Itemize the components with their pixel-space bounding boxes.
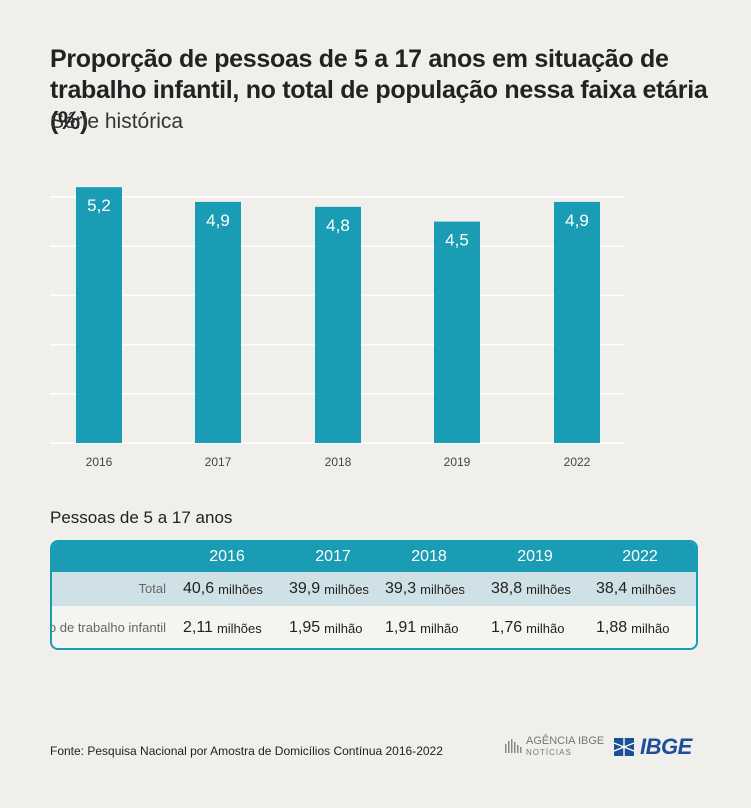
table-header-year: 2019 [517, 548, 553, 565]
bar-2022 [554, 201, 600, 443]
bar-2017 [195, 201, 241, 443]
table-cell: 38,4 milhões [596, 572, 676, 606]
data-label: 5,2 [87, 196, 111, 215]
table-header-year: 2022 [622, 548, 658, 565]
table-header-year: 2018 [411, 548, 447, 565]
bar-2016 [76, 187, 122, 443]
table-row-child-labour: Em situação de trabalho infantil 2,11mil… [52, 606, 696, 648]
table-cell: 1,76 milhão [491, 606, 565, 648]
cell-value: 39,9 [289, 580, 321, 597]
agencia-logo-sub: NOTÍCIAS [526, 748, 572, 757]
agencia-logo-main: AGÊNCIA IBGE [526, 735, 605, 747]
bar-chart: 5,2 2016 4,9 2017 4,8 2018 4,5 2019 4,9 2022 [50, 187, 624, 469]
data-label: 4,8 [326, 216, 350, 235]
source-note: Fonte: Pesquisa Nacional por Amostra de … [50, 744, 443, 758]
x-tick-label: 2016 [86, 455, 113, 469]
bar-2018 [315, 206, 361, 443]
cell-unit: milhão [526, 620, 565, 636]
table-caption: Pessoas de 5 a 17 anos [50, 508, 233, 527]
table-cell: 39,3 milhões [385, 572, 465, 606]
table-cell: 2,11 milhões [183, 606, 262, 648]
x-tick-label: 2018 [325, 455, 352, 469]
cell-unit: milhão [420, 620, 459, 636]
table-cell: 38,8 milhões [491, 572, 571, 606]
table-cell: 1,88 milhão [596, 606, 670, 648]
cell-value: 2,11 [183, 619, 213, 636]
data-label: 4,9 [565, 211, 589, 230]
chart-title: Proporção de pessoas de 5 a 17 anos em s… [50, 45, 708, 135]
data-label: 4,5 [445, 231, 469, 250]
cell-value: 39,3 [385, 580, 417, 597]
agencia-barcode-icon [505, 739, 522, 753]
table-cell: 39,9 milhões [289, 572, 369, 606]
cell-unit: milhões [216, 620, 262, 636]
cell-value: 38,8 [491, 580, 523, 597]
ibge-emblem-icon [613, 738, 635, 756]
cell-unit: milhão [324, 620, 363, 636]
x-tick-label: 2017 [205, 455, 232, 469]
agencia-ibge-logo: AGÊNCIA IBGE NOTÍCIAS [504, 736, 604, 758]
data-table: 2016 2017 2018 2019 2022 Total 40,6 milhõ… [50, 540, 698, 650]
cell-value: 1,91 [385, 619, 417, 636]
ibge-logo-text: IBGE [640, 734, 692, 759]
row-label-child-labour: Em situação de trabalho infantil [52, 620, 166, 635]
table-header-row: 2016 2017 2018 2019 2022 [52, 542, 696, 572]
cell-unit: milhões [324, 581, 369, 597]
chart-subtitle: Série histórica [50, 110, 184, 133]
data-label: 4,9 [206, 211, 230, 230]
cell-value: 1,88 [596, 619, 628, 636]
table-cell: 1,95 milhão [289, 606, 363, 648]
cell-value: 1,76 [491, 619, 523, 636]
cell-unit: milhões [218, 581, 263, 597]
cell-value: 1,95 [289, 619, 321, 636]
cell-unit: milhões [526, 581, 571, 597]
cell-unit: milhões [420, 581, 465, 597]
cell-unit: milhão [631, 620, 670, 636]
cell-value: 40,6 [183, 580, 215, 597]
row-label-total: Total [138, 581, 166, 596]
table-header-year: 2017 [315, 548, 351, 565]
x-tick-label: 2022 [564, 455, 591, 469]
ibge-logo: IBGE [612, 734, 692, 760]
table-header-year: 2016 [209, 548, 245, 565]
table-cell: 1,91 milhão [385, 606, 459, 648]
table-cell: 40,6 milhões [183, 572, 263, 606]
cell-unit: milhões [631, 581, 676, 597]
bar-2019 [434, 221, 480, 443]
cell-value: 38,4 [596, 580, 628, 597]
x-tick-label: 2019 [444, 455, 471, 469]
table-row-total: Total 40,6 milhões 39,9 milhões 39,3 milhõe… [52, 572, 696, 606]
